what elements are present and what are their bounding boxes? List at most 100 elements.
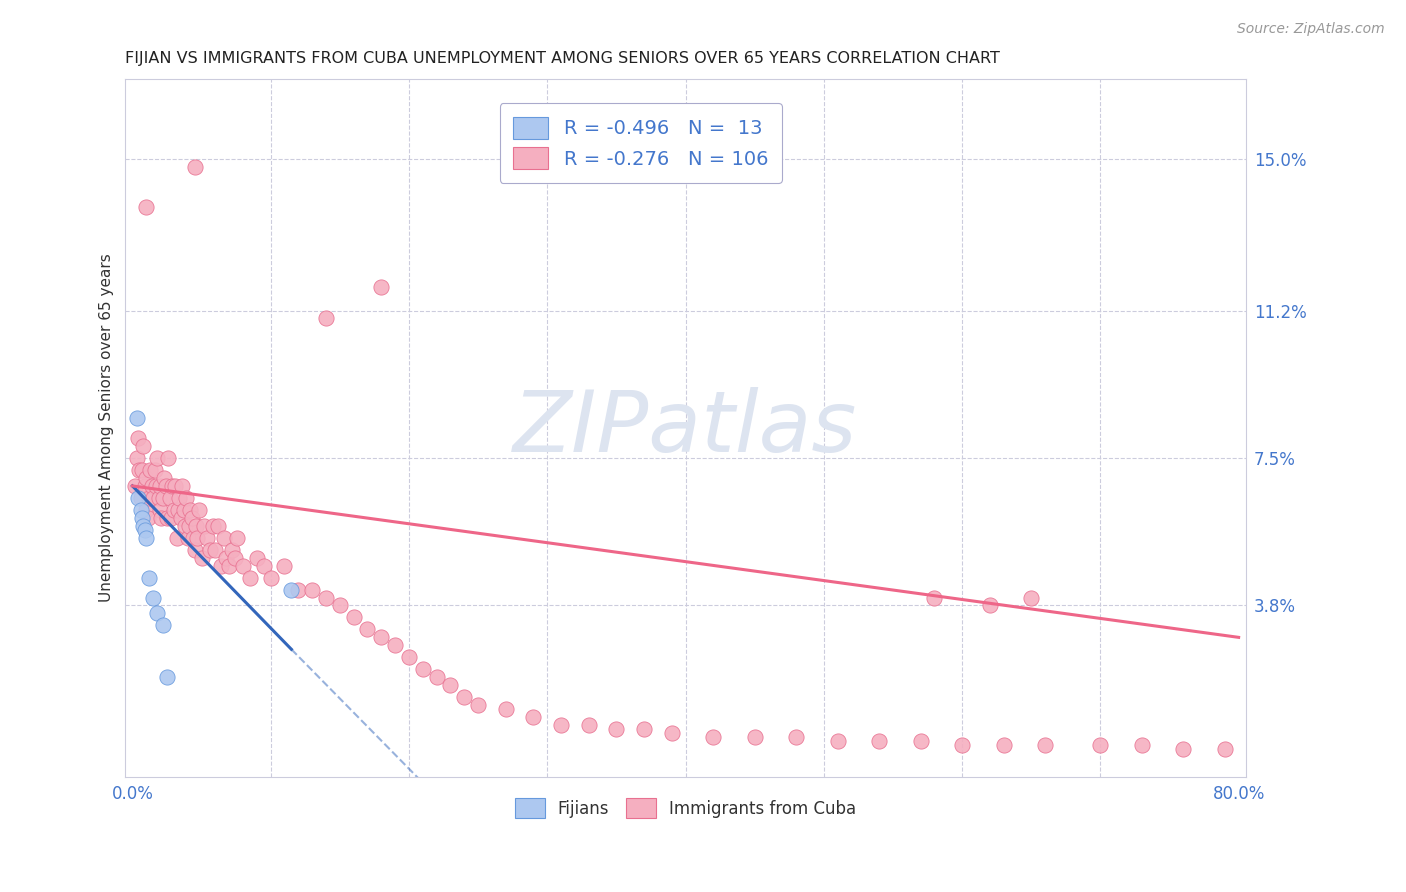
Point — [132, 518, 155, 533]
Text: FIJIAN VS IMMIGRANTS FROM CUBA UNEMPLOYMENT AMONG SENIORS OVER 65 YEARS CORRELAT: FIJIAN VS IMMIGRANTS FROM CUBA UNEMPLOYM… — [125, 51, 1000, 66]
Point — [184, 518, 207, 533]
Point — [149, 479, 172, 493]
Point — [190, 550, 212, 565]
Point — [167, 503, 190, 517]
Text: ZIPatlas: ZIPatlas — [513, 386, 858, 469]
Point — [135, 531, 157, 545]
Point — [453, 690, 475, 705]
Point — [343, 610, 366, 624]
Point — [301, 582, 323, 597]
Point — [186, 531, 208, 545]
Point — [135, 503, 157, 517]
Point — [176, 531, 198, 545]
Point — [136, 510, 159, 524]
Point — [125, 450, 148, 465]
Point — [198, 542, 221, 557]
Point — [1130, 738, 1153, 752]
Point — [315, 591, 337, 605]
Point — [633, 722, 655, 736]
Point — [176, 491, 198, 505]
Point — [131, 463, 153, 477]
Point — [239, 571, 262, 585]
Point — [370, 279, 392, 293]
Point — [329, 599, 352, 613]
Point — [145, 479, 167, 493]
Point — [135, 200, 157, 214]
Point — [166, 531, 188, 545]
Point — [146, 607, 169, 621]
Point — [924, 591, 946, 605]
Point — [183, 160, 205, 174]
Point — [495, 702, 517, 716]
Point — [156, 510, 179, 524]
Point — [152, 618, 174, 632]
Point — [127, 491, 149, 505]
Point — [124, 479, 146, 493]
Point — [173, 503, 195, 517]
Point — [578, 718, 600, 732]
Point — [868, 734, 890, 748]
Point — [138, 491, 160, 505]
Point — [253, 558, 276, 573]
Point — [165, 479, 187, 493]
Point — [125, 411, 148, 425]
Point — [150, 510, 173, 524]
Point — [204, 542, 226, 557]
Point — [156, 670, 179, 684]
Point — [273, 558, 295, 573]
Point — [1033, 738, 1056, 752]
Point — [212, 531, 235, 545]
Point — [159, 491, 181, 505]
Point — [950, 738, 973, 752]
Point — [356, 623, 378, 637]
Point — [155, 479, 177, 493]
Point — [260, 571, 283, 585]
Point — [224, 550, 246, 565]
Point — [287, 582, 309, 597]
Point — [1019, 591, 1042, 605]
Point — [179, 503, 201, 517]
Point — [226, 531, 249, 545]
Point — [412, 662, 434, 676]
Point — [193, 518, 215, 533]
Point — [384, 638, 406, 652]
Point — [744, 730, 766, 744]
Point — [315, 311, 337, 326]
Point — [142, 491, 165, 505]
Point — [148, 491, 170, 505]
Point — [129, 503, 152, 517]
Point — [195, 531, 218, 545]
Point — [1090, 738, 1112, 752]
Point — [143, 463, 166, 477]
Point — [785, 730, 807, 744]
Point — [181, 531, 204, 545]
Point — [153, 471, 176, 485]
Point — [131, 510, 153, 524]
Point — [993, 738, 1015, 752]
Point — [134, 479, 156, 493]
Point — [172, 479, 194, 493]
Point — [439, 678, 461, 692]
Point — [209, 558, 232, 573]
Point — [127, 431, 149, 445]
Point — [827, 734, 849, 748]
Point — [135, 471, 157, 485]
Point — [160, 510, 183, 524]
Point — [180, 510, 202, 524]
Point — [370, 631, 392, 645]
Point — [550, 718, 572, 732]
Legend: Fijians, Immigrants from Cuba: Fijians, Immigrants from Cuba — [508, 792, 863, 824]
Point — [702, 730, 724, 744]
Y-axis label: Unemployment Among Seniors over 65 years: Unemployment Among Seniors over 65 years — [100, 253, 114, 602]
Point — [177, 518, 200, 533]
Text: Source: ZipAtlas.com: Source: ZipAtlas.com — [1237, 22, 1385, 37]
Point — [128, 463, 150, 477]
Point — [218, 558, 240, 573]
Point — [141, 479, 163, 493]
Point — [207, 518, 229, 533]
Point — [605, 722, 627, 736]
Point — [1213, 742, 1236, 756]
Point — [139, 463, 162, 477]
Point — [138, 571, 160, 585]
Point — [1173, 742, 1195, 756]
